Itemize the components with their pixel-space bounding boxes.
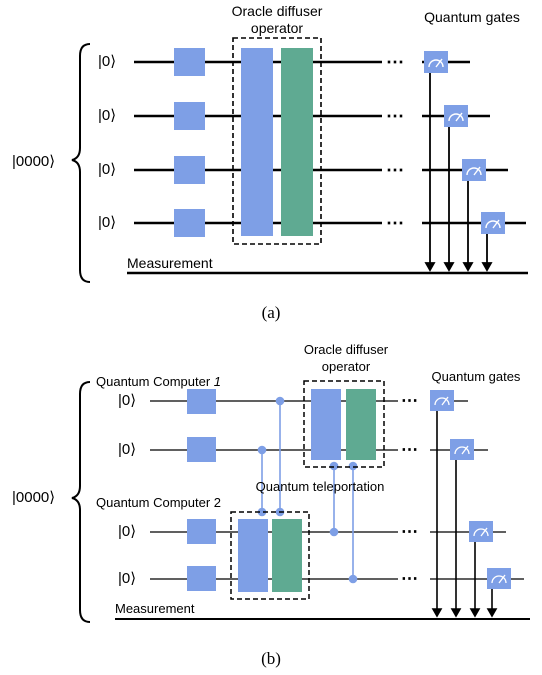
input-brace <box>71 43 91 283</box>
oracle-gate-2 <box>238 519 268 592</box>
oracle-gate <box>241 48 273 236</box>
oracle-gate-1 <box>311 389 341 460</box>
input-state-label: |0000⟩ <box>12 489 55 506</box>
measure-meter-icon <box>487 568 511 589</box>
oracle-box <box>232 37 322 245</box>
input-brace <box>71 381 91 623</box>
measurement-label: Measurement <box>115 601 195 616</box>
measure-meters <box>430 390 511 589</box>
measurement-arrows <box>424 73 493 272</box>
oracle-box-1 <box>303 380 385 468</box>
qubit-label-2: |0⟩ <box>118 441 136 458</box>
measure-meters <box>424 51 505 234</box>
diffuser-gate-1 <box>346 389 376 460</box>
panel-a: |0000⟩ |0⟩ |0⟩ |0⟩ |0⟩ ⋯ ⋯ ⋯ ⋯ Oracl <box>12 3 528 322</box>
caption-a: (a) <box>262 303 281 322</box>
ellipsis-3: ⋯ <box>386 160 404 180</box>
teleportation-links <box>257 396 358 584</box>
qubit-label-3: |0⟩ <box>98 161 116 178</box>
ellipsis-1: ⋯ <box>386 52 404 72</box>
measure-meter-icon <box>424 51 448 73</box>
measurement-label: Measurement <box>127 255 213 271</box>
measure-meter-icon <box>430 390 454 411</box>
qubit-label-2: |0⟩ <box>98 107 116 124</box>
ellipsis-2: ⋯ <box>401 440 418 459</box>
measure-meter-icon <box>469 521 493 542</box>
diffuser-gate <box>281 48 313 236</box>
caption-b: (b) <box>261 649 281 668</box>
panel-b: |0000⟩ Quantum Computer 1 Quantum Comput… <box>12 342 530 668</box>
ellipsis-1: ⋯ <box>401 391 418 410</box>
gates-label: Quantum gates <box>424 9 520 25</box>
gates-label: Quantum gates <box>432 369 521 384</box>
input-state-label: |0000⟩ <box>12 153 55 170</box>
ellipsis-4: ⋯ <box>386 213 404 233</box>
input-gates <box>187 389 216 591</box>
qubit-label-4: |0⟩ <box>118 570 136 587</box>
input-gates <box>174 48 205 237</box>
qubit-label-4: |0⟩ <box>98 214 116 231</box>
measurement-arrows <box>431 411 498 618</box>
ellipsis-2: ⋯ <box>386 106 404 126</box>
measure-meter-icon <box>481 212 505 234</box>
qubit-label-1: |0⟩ <box>98 53 116 70</box>
computer-2-label: Quantum Computer 2 <box>96 495 221 510</box>
oracle-label-line1: Oracle diffuser <box>304 342 389 357</box>
oracle-label-line2: operator <box>322 359 371 374</box>
computer-1-label: Quantum Computer 1 <box>96 374 221 389</box>
qubit-label-3: |0⟩ <box>118 523 136 540</box>
oracle-label-line2: operator <box>251 20 303 36</box>
ellipsis-3: ⋯ <box>401 522 418 541</box>
ellipsis-4: ⋯ <box>401 569 418 588</box>
measure-meter-icon <box>462 159 486 181</box>
oracle-box-2 <box>230 511 310 600</box>
diffuser-gate-2 <box>272 519 302 592</box>
measure-meter-icon <box>450 439 474 460</box>
measure-meter-icon <box>444 105 468 127</box>
oracle-label-line1: Oracle diffuser <box>232 3 323 19</box>
teleportation-label: Quantum teleportation <box>256 479 385 494</box>
qubit-label-1: |0⟩ <box>118 392 136 409</box>
